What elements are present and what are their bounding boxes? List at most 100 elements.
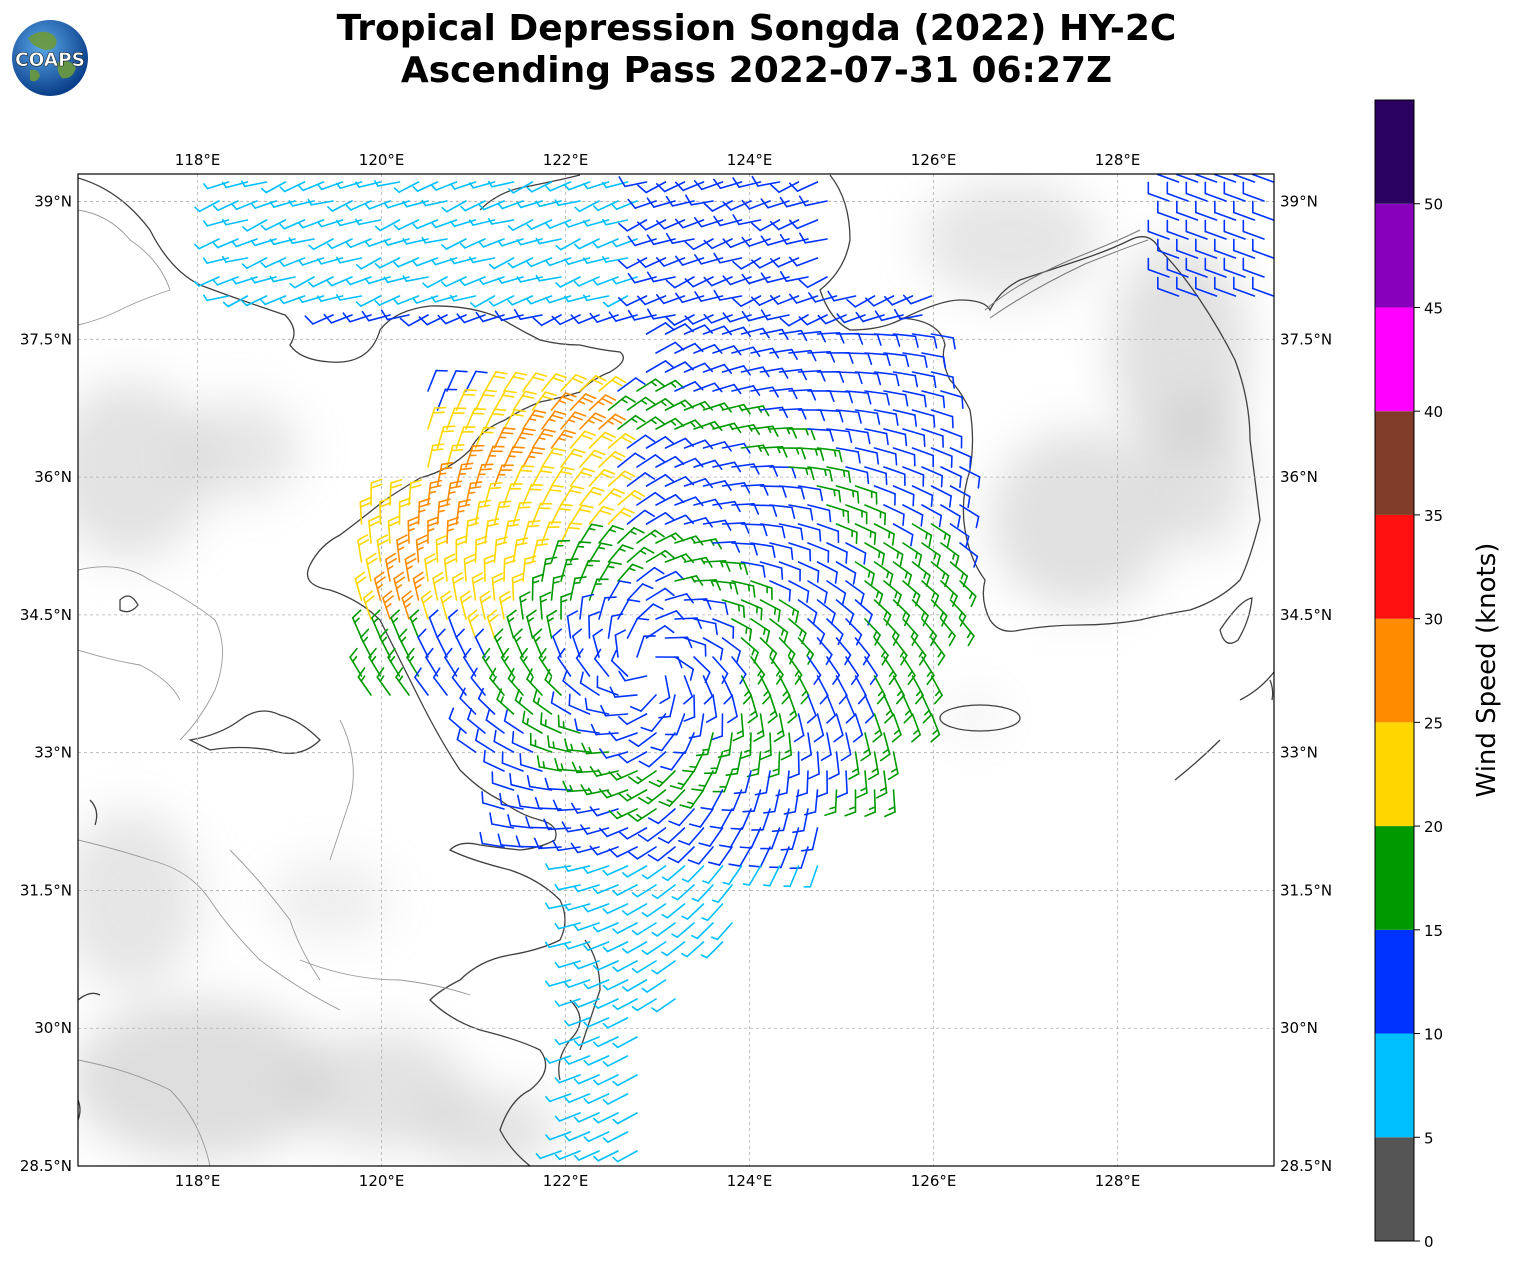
wind-barb [541,410,567,430]
wind-barb [630,694,657,712]
wind-barb [769,257,800,268]
wind-barb [712,656,729,684]
wind-barb [845,428,871,445]
wind-barb [443,553,456,582]
wind-barb [691,922,714,940]
wind-barb [780,732,793,761]
wind-barb [1185,181,1208,202]
wind-barb [436,388,458,411]
wind-barb [539,591,552,620]
wind-barb [852,713,864,743]
wind-barb [769,580,791,602]
wind-barb [891,713,902,743]
wind-barb [342,312,372,323]
wind-barb [425,647,439,677]
wind-barb [712,500,741,513]
wind-barb [721,675,733,705]
wind-barb [665,232,695,244]
wind-barb [883,295,914,306]
wind-barb [554,1112,581,1122]
wind-barb [432,571,445,601]
wind-barb [522,483,544,506]
wind-barb [463,553,476,582]
wind-barb [1185,219,1208,240]
wind-barb [435,534,448,563]
wind-barb [618,670,648,682]
wind-barb [703,238,733,250]
wind-barb [661,941,686,957]
wind-barb [402,275,429,282]
wind-barb [393,571,406,601]
wind-barb [626,617,650,639]
lon-tick-label-bottom: 128°E [1095,1172,1141,1190]
wind-barb [779,270,809,282]
wind-barb [592,922,619,933]
wind-barb [450,219,477,228]
wind-barb [355,295,382,307]
wind-barb [1252,276,1274,297]
lat-tick-label-right: 37.5°N [1280,330,1332,348]
wind-barb [592,960,619,971]
wind-barbs [193,174,1274,1163]
wind-barb [596,675,619,696]
wind-barb [593,1036,619,1048]
wind-barb [655,532,685,544]
wind-barb [617,414,646,430]
wind-barb [503,518,520,544]
wind-barb [732,713,745,742]
wind-barb [660,751,686,771]
wind-barb [664,593,694,604]
wind-barb [241,219,268,232]
wind-barb [1157,174,1180,183]
wind-barb [1252,200,1274,221]
wind-barb [376,534,389,563]
wind-barb [797,485,824,502]
lon-tick-label-bottom: 124°E [727,1172,773,1190]
wind-barb [612,884,638,896]
wind-barb [212,276,239,286]
wind-barb [788,219,819,230]
wind-barb [598,488,626,506]
wind-barb [826,580,847,605]
wind-barb [778,523,804,541]
wind-barb [614,629,626,658]
wind-barb [588,394,617,411]
wind-barb [721,599,746,619]
wind-barb [608,731,638,742]
wind-barb [883,694,894,724]
wind-barb [221,218,249,226]
wind-barb [631,884,657,898]
wind-barb [721,637,741,663]
wind-barb [446,480,463,506]
wind-barb [807,428,834,442]
wind-barb [675,292,705,304]
wind-barb [732,257,762,270]
wind-barb [702,402,733,413]
wind-barb [779,196,809,208]
wind-barb [497,238,524,247]
wind-barb [921,694,933,724]
wind-barb [544,668,562,696]
wind-barb [600,704,629,717]
wind-barb [845,694,856,724]
wind-barb [865,295,895,307]
wind-barb [769,219,800,231]
wind-barb [516,238,543,246]
wind-barb [703,276,733,287]
wind-barb [493,427,516,449]
wind-barb [424,553,437,582]
wind-barb [536,755,562,772]
wind-barb [884,789,896,818]
wind-barb [816,523,840,544]
wind-barb [531,465,555,487]
wind-barb [845,504,868,525]
wind-barb [893,308,923,320]
wind-barb [769,656,784,685]
wind-barb [650,732,676,752]
wind-barb [864,694,875,724]
wind-barb [1195,200,1218,221]
wind-barb [883,656,897,686]
wind-barb [566,610,579,639]
wind-barb [364,238,391,247]
wind-barb [560,448,586,468]
